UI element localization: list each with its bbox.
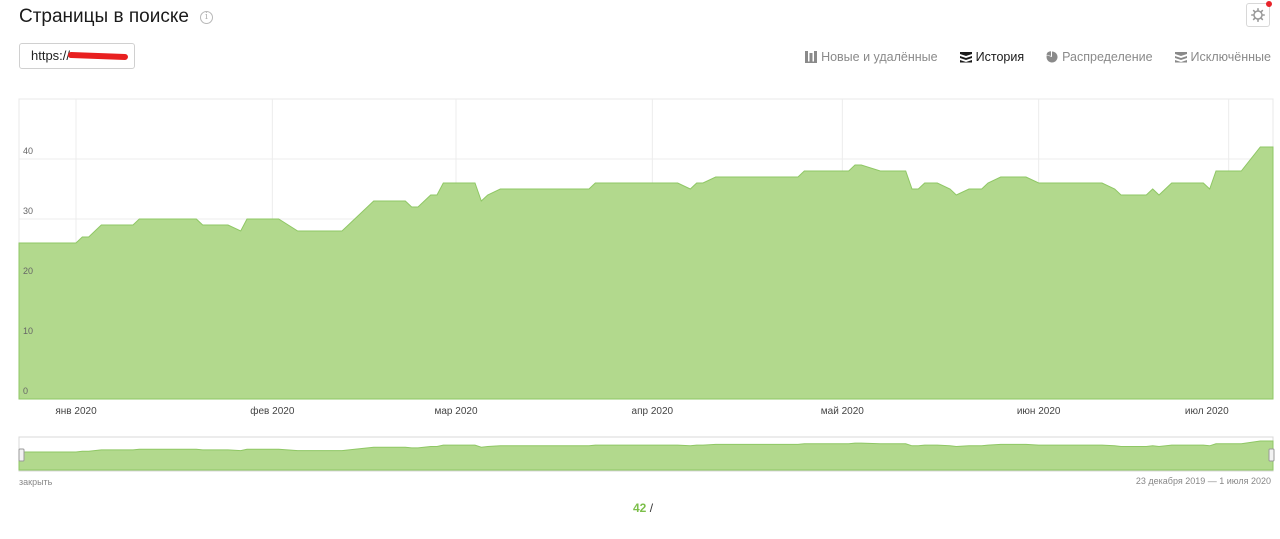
- x-tick-label: мар 2020: [434, 406, 477, 417]
- summary-separator: /: [649, 501, 654, 515]
- url-select-value: https://: [31, 48, 71, 63]
- stack-icon: [1174, 52, 1187, 63]
- tab-new-and-deleted[interactable]: Новые и удалённые: [805, 48, 938, 66]
- summary-value: 42: [633, 501, 647, 515]
- x-tick-label: фев 2020: [250, 405, 295, 417]
- y-tick-label: 40: [23, 146, 33, 156]
- tab-label: История: [975, 50, 1025, 64]
- pie-icon: [1046, 51, 1058, 63]
- navigator-series: [18, 440, 1274, 471]
- y-tick-label: 10: [23, 326, 33, 336]
- navigator-left-handle[interactable]: [18, 448, 25, 462]
- tab-history[interactable]: История: [959, 48, 1025, 66]
- x-tick-label: июл 2020: [1185, 406, 1229, 417]
- bars-icon: [805, 51, 818, 63]
- summary: 42 /: [633, 501, 653, 515]
- tab-label: Новые и удалённые: [821, 50, 938, 64]
- settings-button[interactable]: [1246, 1, 1272, 27]
- redaction-mark: [67, 51, 129, 61]
- tab-distribution[interactable]: Распределение: [1046, 48, 1153, 66]
- y-tick-label: 0: [23, 386, 28, 396]
- y-axis: 0 10 20 30 40: [23, 146, 33, 396]
- x-tick-label: янв 2020: [55, 406, 97, 417]
- y-tick-label: 20: [23, 266, 33, 276]
- area-series: [18, 146, 1274, 400]
- x-tick-label: июн 2020: [1017, 406, 1061, 417]
- tab-excluded[interactable]: Исключённые: [1174, 48, 1271, 66]
- url-select[interactable]: https://: [19, 43, 135, 69]
- x-axis: янв 2020 фев 2020 мар 2020 апр 2020 май 2020…: [55, 405, 1229, 417]
- navigator-range-label: 23 декабря 2019 — 1 июля 2020: [1135, 476, 1271, 486]
- stack-icon: [959, 52, 972, 63]
- x-tick-label: май 2020: [821, 406, 864, 417]
- view-tabs: Новые и удалённые История Распределение …: [783, 48, 1271, 66]
- y-tick-label: 30: [23, 206, 33, 216]
- info-circle-icon[interactable]: i: [200, 11, 213, 24]
- tab-label: Распределение: [1062, 50, 1153, 64]
- x-tick-label: апр 2020: [632, 406, 674, 417]
- notification-dot: [1266, 1, 1272, 7]
- tab-label: Исключённые: [1190, 50, 1271, 64]
- gear-icon: [1251, 8, 1265, 22]
- navigator-close-link[interactable]: закрыть: [19, 477, 53, 487]
- navigator-right-handle[interactable]: [1268, 448, 1275, 462]
- page-title: Страницы в поиске: [19, 6, 189, 27]
